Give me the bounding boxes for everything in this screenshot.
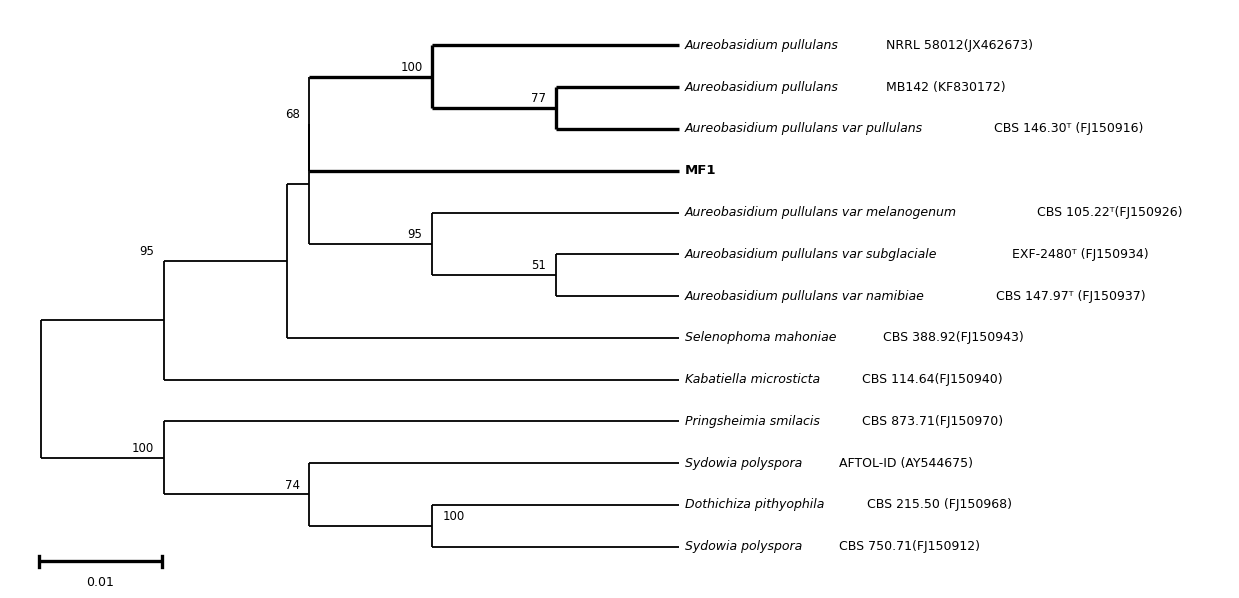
Text: Kabatiella microsticta: Kabatiella microsticta xyxy=(685,373,820,386)
Text: Aureobasidium pullulans var pullulans: Aureobasidium pullulans var pullulans xyxy=(685,123,923,136)
Text: CBS 873.71(FJ150970): CBS 873.71(FJ150970) xyxy=(857,415,1002,428)
Text: CBS 147.97ᵀ (FJ150937): CBS 147.97ᵀ (FJ150937) xyxy=(992,289,1146,303)
Text: CBS 215.50 (FJ150968): CBS 215.50 (FJ150968) xyxy=(864,498,1012,511)
Text: Sydowia polyspora: Sydowia polyspora xyxy=(685,540,802,553)
Text: 100: 100 xyxy=(400,61,422,74)
Text: 51: 51 xyxy=(530,259,545,272)
Text: 74: 74 xyxy=(285,478,300,492)
Text: Aureobasidium pullulans: Aureobasidium pullulans xyxy=(685,39,839,52)
Text: 100: 100 xyxy=(442,510,465,523)
Text: Sydowia polyspora: Sydowia polyspora xyxy=(685,457,802,469)
Text: 68: 68 xyxy=(285,108,300,121)
Text: EXF-2480ᵀ (FJ150934): EXF-2480ᵀ (FJ150934) xyxy=(1009,248,1149,261)
Text: MB142 (KF830172): MB142 (KF830172) xyxy=(882,81,1006,94)
Text: Dothichiza pithyophila: Dothichiza pithyophila xyxy=(685,498,824,511)
Text: Aureobasidium pullulans var melanogenum: Aureobasidium pullulans var melanogenum xyxy=(685,206,957,219)
Text: 100: 100 xyxy=(133,442,155,455)
Text: Aureobasidium pullulans var namibiae: Aureobasidium pullulans var namibiae xyxy=(685,289,924,303)
Text: 95: 95 xyxy=(140,245,155,258)
Text: CBS 114.64(FJ150940): CBS 114.64(FJ150940) xyxy=(857,373,1002,386)
Text: CBS 388.92(FJ150943): CBS 388.92(FJ150943) xyxy=(878,331,1023,344)
Text: MF1: MF1 xyxy=(685,164,716,177)
Text: Aureobasidium pullulans var subglaciale: Aureobasidium pullulans var subglaciale xyxy=(685,248,937,261)
Text: 95: 95 xyxy=(408,228,422,241)
Text: NRRL 58012(JX462673): NRRL 58012(JX462673) xyxy=(882,39,1033,52)
Text: 77: 77 xyxy=(530,92,545,105)
Text: CBS 750.71(FJ150912): CBS 750.71(FJ150912) xyxy=(835,540,980,553)
Text: Aureobasidium pullulans: Aureobasidium pullulans xyxy=(685,81,839,94)
Text: 0.01: 0.01 xyxy=(87,576,114,589)
Text: CBS 146.30ᵀ (FJ150916): CBS 146.30ᵀ (FJ150916) xyxy=(990,123,1144,136)
Text: CBS 105.22ᵀ(FJ150926): CBS 105.22ᵀ(FJ150926) xyxy=(1033,206,1183,219)
Text: AFTOL-ID (AY544675): AFTOL-ID (AY544675) xyxy=(835,457,973,469)
Text: Pringsheimia smilacis: Pringsheimia smilacis xyxy=(685,415,820,428)
Text: Selenophoma mahoniae: Selenophoma mahoniae xyxy=(685,331,836,344)
